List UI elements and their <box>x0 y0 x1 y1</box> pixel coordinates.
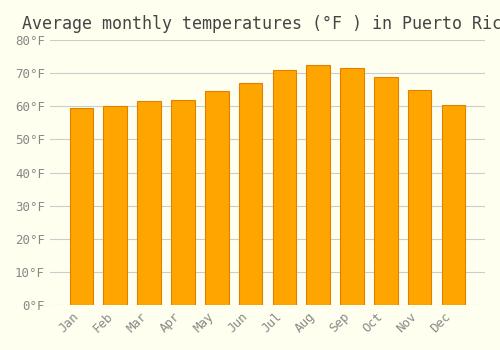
Bar <box>408 90 432 305</box>
Bar <box>442 105 465 305</box>
Bar <box>70 108 94 305</box>
Bar <box>340 68 364 305</box>
Bar <box>171 100 194 305</box>
Bar <box>205 91 229 305</box>
Bar <box>272 70 296 305</box>
Bar <box>238 83 262 305</box>
Bar <box>374 77 398 305</box>
Title: Average monthly temperatures (°F ) in Puerto Rico: Average monthly temperatures (°F ) in Pu… <box>22 15 500 33</box>
Bar <box>104 106 127 305</box>
Bar <box>306 65 330 305</box>
Bar <box>138 102 161 305</box>
